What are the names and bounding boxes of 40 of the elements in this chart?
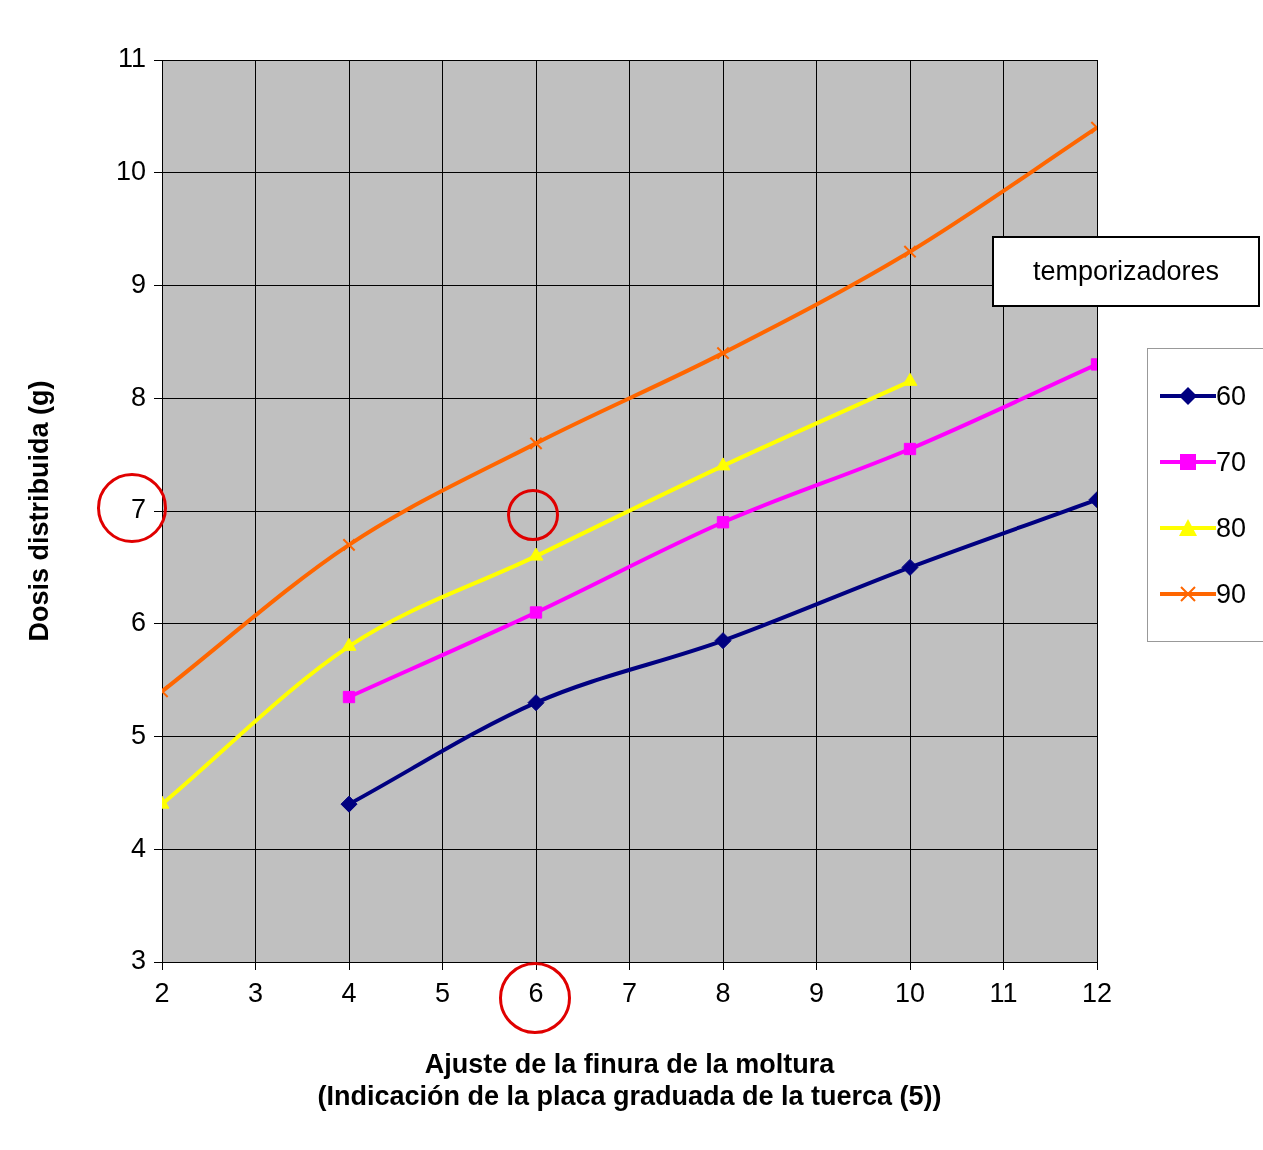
x-tick-label: 3 (247, 977, 264, 1008)
point (715, 457, 731, 471)
legend-label: 70 (1216, 446, 1247, 478)
y-tick-label: 5 (130, 719, 146, 750)
x-tick-label: 9 (808, 977, 825, 1008)
y-tick-label: 7 (130, 494, 146, 525)
x-axis-title: Ajuste de la finura de la moltura (Indicación de la placa graduada de la tuerca (5)) (317, 1048, 942, 1112)
point (342, 690, 356, 704)
y-tick-label: 3 (130, 945, 146, 976)
point (527, 694, 545, 712)
point (340, 795, 358, 813)
legend-label: 60 (1216, 380, 1247, 412)
x-tick-label: 8 (715, 977, 731, 1008)
y-tick-label: 8 (130, 381, 146, 412)
x-tick-label: 5 (434, 977, 451, 1008)
y-tick-label: 4 (130, 832, 146, 863)
x-tick-label: 10 (894, 977, 926, 1008)
y-tick-label: 11 (117, 43, 146, 74)
point (903, 442, 917, 456)
legend-label: 90 (1216, 578, 1247, 610)
x-tick-label: 12 (1081, 977, 1113, 1008)
point (716, 516, 730, 529)
point (716, 346, 730, 360)
point (342, 538, 356, 552)
legend-label: 80 (1216, 512, 1247, 544)
x-tick-label: 6 (528, 977, 544, 1008)
point (903, 245, 917, 259)
y-tick-label: 10 (115, 156, 146, 187)
point (529, 436, 543, 451)
x-tick-label: 4 (341, 977, 357, 1008)
point (714, 632, 732, 650)
x-tick-label: 11 (989, 977, 1018, 1008)
y-tick-label: 6 (130, 607, 146, 638)
point (529, 606, 543, 619)
y-axis-title: Dosis distribuida (g) (23, 380, 54, 642)
point (901, 558, 919, 576)
legend-title: temporizadores (992, 236, 1260, 307)
x-tick-label: 7 (621, 977, 638, 1008)
y-tick-label: 9 (130, 268, 146, 299)
x-tick-label: 2 (154, 977, 170, 1008)
